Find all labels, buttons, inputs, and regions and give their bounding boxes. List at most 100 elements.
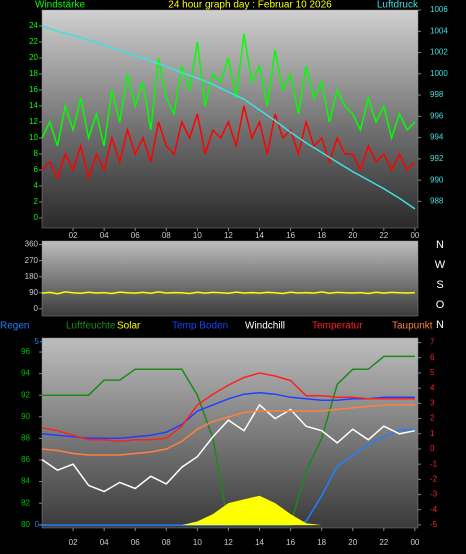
y2-tick-label: -2	[430, 474, 438, 483]
y-tick-label: 92	[21, 390, 30, 399]
compass-label: N	[436, 239, 444, 251]
x-tick-label: 00	[410, 538, 419, 547]
x-tick-label: 14	[255, 231, 264, 240]
compass-label: W	[435, 259, 446, 271]
series-line	[41, 105, 416, 181]
y-tick-label: 16	[29, 85, 38, 94]
y2-tick-label: 3	[430, 398, 435, 407]
y2-tick-label: -3	[430, 490, 438, 499]
legend-label: Windchill	[245, 321, 285, 332]
y2-tick-label: 1000	[430, 69, 448, 78]
y2-tick-label: 988	[430, 197, 444, 206]
series-line	[41, 404, 415, 456]
x-tick-label: 02	[69, 231, 78, 240]
y3-tick-label: 0	[35, 520, 40, 529]
series-line	[41, 372, 415, 443]
x-tick-label: 14	[255, 538, 264, 547]
series-line	[41, 33, 416, 147]
compass-label: N	[436, 319, 444, 331]
y2-tick-label: 2	[430, 414, 435, 423]
x-tick-label: 22	[379, 538, 388, 547]
y2-tick-label: -1	[430, 459, 438, 468]
x-tick-label: 08	[162, 231, 171, 240]
x-tick-label: 16	[286, 538, 295, 547]
y2-tick-label: 1002	[430, 48, 448, 57]
y2-tick-label: 0	[430, 444, 435, 453]
y2-tick-label: 992	[430, 154, 444, 163]
x-tick-label: 18	[317, 231, 326, 240]
y-tick-label: 270	[25, 256, 39, 265]
y-tick-label: 0	[34, 213, 39, 222]
y-tick-label: 90	[29, 288, 38, 297]
legend-label: Regen	[0, 321, 29, 332]
legend-label: Luftdruck	[377, 0, 419, 11]
y-tick-label: 20	[29, 53, 38, 62]
y-tick-label: 88	[21, 434, 30, 443]
y-tick-label: 4	[34, 181, 39, 190]
y-tick-label: 22	[29, 37, 38, 46]
plot-area	[41, 240, 419, 317]
y-tick-label: 82	[21, 498, 30, 507]
legend-label: Temperatur	[312, 321, 363, 332]
y-tick-label: 90	[21, 412, 30, 421]
x-tick-label: 12	[224, 538, 233, 547]
y-tick-label: 84	[21, 477, 30, 486]
y-tick-label: 24	[29, 21, 38, 30]
y2-tick-label: 1006	[430, 5, 448, 14]
series-line	[41, 25, 416, 210]
y2-tick-label: 1004	[430, 26, 448, 35]
x-tick-label: 22	[379, 231, 388, 240]
y-tick-label: 12	[29, 117, 38, 126]
y-tick-label: 18	[29, 69, 38, 78]
area	[42, 495, 415, 526]
legend-label: Taupunkt	[392, 321, 433, 332]
y2-tick-label: 6	[430, 353, 435, 362]
x-tick-label: 20	[348, 231, 357, 240]
y2-tick-label: 990	[430, 175, 444, 184]
x-tick-label: 10	[193, 231, 202, 240]
x-tick-label: 18	[317, 538, 326, 547]
y2-tick-label: 996	[430, 111, 444, 120]
y2-tick-label: -5	[430, 520, 438, 529]
y-tick-label: 6	[34, 165, 39, 174]
y-tick-label: 10	[29, 133, 38, 142]
y2-tick-label: 4	[430, 383, 435, 392]
y-tick-label: 8	[34, 149, 39, 158]
legend-label: Solar	[117, 321, 141, 332]
compass-label: O	[436, 299, 445, 311]
legend-label: Temp Boden	[172, 321, 228, 332]
y2-tick-label: 5	[430, 368, 435, 377]
x-tick-label: 00	[410, 231, 419, 240]
legend-label: Luftfeuchte	[66, 321, 116, 332]
y-tick-label: 96	[21, 347, 30, 356]
y-tick-label: 180	[25, 272, 39, 281]
y2-tick-label: 1	[430, 429, 435, 438]
x-tick-label: 10	[193, 538, 202, 547]
series-line	[41, 403, 416, 493]
x-tick-label: 20	[348, 538, 357, 547]
chart-title: 24 hour graph day : Februar 10 2026	[168, 0, 332, 11]
x-tick-label: 06	[131, 538, 140, 547]
y-tick-label: 94	[21, 369, 30, 378]
y2-tick-label: 994	[430, 133, 444, 142]
x-tick-label: 06	[131, 231, 140, 240]
y2-tick-label: -4	[430, 505, 438, 514]
series-line	[41, 291, 415, 295]
x-tick-label: 04	[100, 231, 109, 240]
y2-tick-label: 7	[430, 338, 435, 347]
y-tick-label: 86	[21, 455, 30, 464]
plot-area	[41, 337, 419, 529]
y-tick-label: 2	[34, 197, 39, 206]
x-tick-label: 02	[69, 538, 78, 547]
series-line	[41, 391, 415, 440]
y-tick-label: 14	[29, 101, 38, 110]
y2-tick-label: 998	[430, 90, 444, 99]
legend-label: Windstärke	[35, 0, 85, 11]
compass-label: S	[436, 279, 443, 291]
y-tick-label: 80	[21, 520, 30, 529]
x-tick-label: 16	[286, 231, 295, 240]
y-tick-label: 360	[25, 240, 39, 249]
x-tick-label: 04	[100, 538, 109, 547]
